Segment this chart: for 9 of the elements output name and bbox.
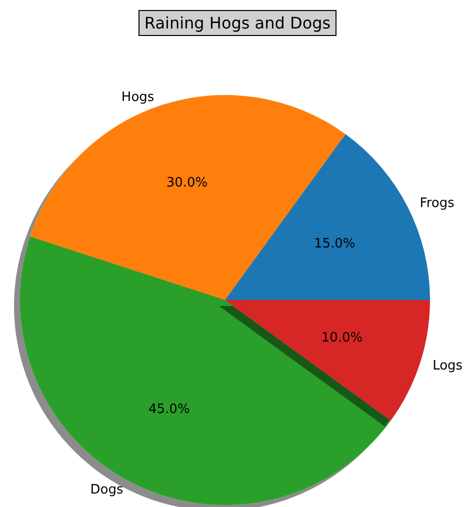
data-label: 30.0%	[166, 176, 208, 191]
slice-label: Frogs	[420, 196, 455, 211]
data-label: 45.0%	[148, 402, 190, 418]
data-label: 15.0%	[314, 236, 356, 252]
slice-label: Dogs	[90, 482, 124, 498]
slice-label: Logs	[432, 358, 463, 374]
chart-title: Raining Hogs and Dogs	[144, 14, 331, 32]
data-label: 10.0%	[321, 330, 363, 346]
slice-label: Hogs	[121, 90, 154, 105]
